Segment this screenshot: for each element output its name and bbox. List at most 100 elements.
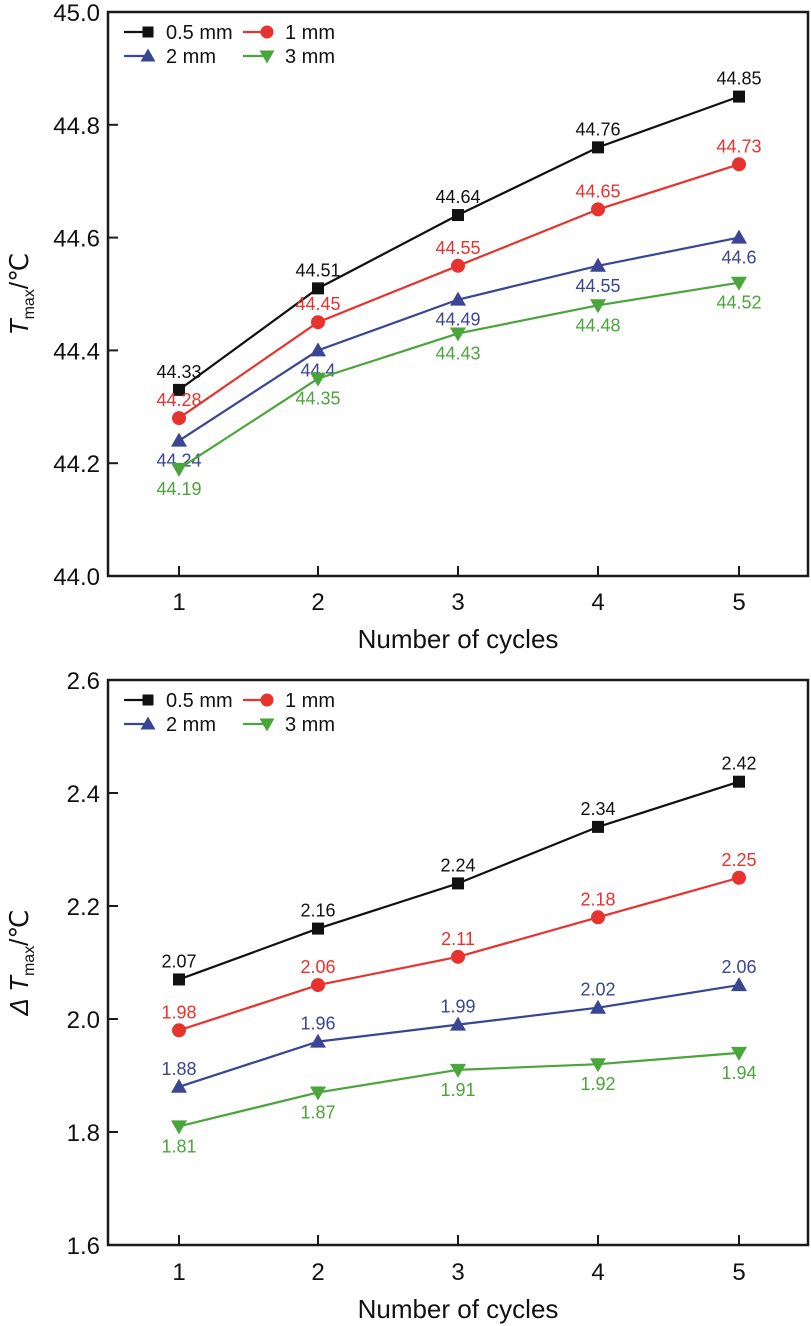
legend-label: 2 mm bbox=[166, 714, 216, 736]
data-point-marker bbox=[452, 209, 464, 222]
y-axis-title-subscript: max bbox=[21, 946, 38, 976]
data-point-marker bbox=[732, 870, 746, 885]
legend-item: 0.5 mm bbox=[124, 22, 233, 44]
legend: 0.5 mm 1 mm 2 mm 3 mm bbox=[124, 22, 335, 68]
x-axis-title: Number of cycles bbox=[358, 624, 559, 654]
data-label: 2.18 bbox=[580, 889, 615, 909]
data-point-marker bbox=[173, 383, 185, 396]
data-point-marker bbox=[731, 229, 747, 244]
data-label: 44.65 bbox=[575, 181, 620, 201]
data-label: 44.51 bbox=[295, 260, 340, 280]
data-label: 1.92 bbox=[580, 1074, 615, 1094]
legend-item: 3 mm bbox=[243, 46, 335, 68]
data-point-marker bbox=[732, 157, 746, 172]
data-label: 2.06 bbox=[721, 957, 756, 977]
legend-item: 1 mm bbox=[243, 22, 335, 44]
legend-label: 0.5 mm bbox=[166, 690, 233, 712]
data-point-marker bbox=[451, 258, 465, 273]
data-point-marker bbox=[731, 1046, 747, 1061]
y-tick-label: 44.4 bbox=[53, 338, 100, 365]
y-axis-title-main: T bbox=[4, 317, 34, 335]
data-label: 2.42 bbox=[721, 754, 756, 774]
y-tick-label: 44.6 bbox=[53, 226, 100, 253]
data-point-marker bbox=[733, 90, 745, 103]
legend-label: 0.5 mm bbox=[166, 22, 233, 44]
data-point-marker bbox=[171, 1120, 187, 1135]
chart-tmax: 44.0 44.2 44.4 44.6 44.8 45.0 1 2 3 4 5 Number of c… bbox=[4, 0, 810, 654]
data-point-marker bbox=[592, 820, 604, 833]
y-axis-title-unit: /℃ bbox=[4, 253, 34, 289]
data-label: 44.43 bbox=[435, 343, 480, 363]
y-axis-title: Δ Tmax/℃ bbox=[4, 909, 38, 1016]
data-label: 1.94 bbox=[721, 1063, 756, 1083]
y-tick-label: 44.2 bbox=[53, 451, 100, 478]
data-label: 44.35 bbox=[295, 389, 340, 409]
data-label: 2.25 bbox=[721, 850, 756, 870]
series-1-mm: 1.98 2.06 2.11 2.18 2.25 bbox=[161, 850, 757, 1038]
y-tick-label: 1.6 bbox=[67, 1233, 100, 1260]
series-0-5-mm: 2.07 2.16 2.24 2.34 2.42 bbox=[161, 754, 757, 986]
data-label: 2.07 bbox=[161, 951, 196, 971]
data-point-marker bbox=[451, 949, 465, 964]
y-tick-label: 2.4 bbox=[67, 781, 100, 808]
data-point-marker bbox=[450, 327, 466, 342]
y-tick-label: 2.0 bbox=[67, 1007, 100, 1034]
x-tick-label: 5 bbox=[732, 1259, 745, 1286]
data-label: 44.24 bbox=[156, 451, 201, 471]
data-point-marker bbox=[172, 411, 186, 426]
data-point-marker bbox=[171, 432, 187, 447]
legend-item: 3 mm bbox=[243, 714, 335, 736]
data-label: 2.34 bbox=[580, 799, 615, 819]
data-label: 44.33 bbox=[156, 362, 201, 382]
legend-marker bbox=[259, 718, 275, 732]
data-label: 2.11 bbox=[441, 929, 475, 949]
x-tick-label: 5 bbox=[732, 589, 745, 616]
x-tick-label: 4 bbox=[591, 589, 604, 616]
y-tick-label: 45.0 bbox=[53, 0, 100, 27]
data-point-marker bbox=[450, 1063, 466, 1078]
data-point-marker bbox=[310, 1086, 326, 1101]
data-point-marker bbox=[731, 977, 747, 992]
data-label: 1.98 bbox=[161, 1002, 196, 1022]
y-tick-label: 1.8 bbox=[67, 1120, 100, 1147]
legend-marker bbox=[259, 50, 275, 64]
x-tick-label: 3 bbox=[451, 1259, 464, 1286]
data-point-marker bbox=[311, 315, 325, 330]
legend-marker bbox=[140, 716, 156, 730]
legend-marker bbox=[142, 26, 154, 38]
data-point-marker bbox=[731, 276, 747, 291]
data-label: 44.85 bbox=[716, 69, 761, 89]
data-label: 1.88 bbox=[161, 1059, 196, 1079]
x-tick-label: 1 bbox=[172, 1259, 185, 1286]
y-axis-title-main: Δ T bbox=[4, 974, 34, 1017]
y-tick-label: 2.6 bbox=[67, 668, 100, 695]
legend-marker bbox=[260, 693, 274, 707]
data-label: 44.6 bbox=[721, 248, 756, 268]
data-point-marker bbox=[311, 978, 325, 993]
legend: 0.5 mm 1 mm 2 mm 3 mm bbox=[124, 690, 335, 736]
x-tick-label: 2 bbox=[311, 1259, 324, 1286]
data-label: 2.06 bbox=[300, 957, 335, 977]
legend-label: 2 mm bbox=[166, 46, 216, 68]
legend-item: 0.5 mm bbox=[124, 690, 233, 712]
x-tick-label: 2 bbox=[311, 589, 324, 616]
data-label: 44.52 bbox=[716, 293, 761, 313]
data-point-marker bbox=[590, 1058, 606, 1073]
series-0-5-mm: 44.33 44.51 44.64 44.76 44.85 bbox=[156, 69, 762, 396]
y-axis-title-unit: /℃ bbox=[4, 909, 34, 945]
data-label: 1.91 bbox=[440, 1080, 475, 1100]
data-label: 1.81 bbox=[161, 1136, 196, 1156]
data-label: 44.73 bbox=[716, 136, 761, 156]
data-label: 44.45 bbox=[295, 294, 340, 314]
data-point-marker bbox=[591, 910, 605, 925]
legend-item: 2 mm bbox=[124, 714, 216, 736]
data-label: 44.55 bbox=[575, 276, 620, 296]
data-point-marker bbox=[312, 922, 324, 935]
legend-marker bbox=[140, 48, 156, 62]
data-point-marker bbox=[452, 877, 464, 890]
data-point-marker bbox=[590, 257, 606, 272]
data-point-marker bbox=[590, 299, 606, 314]
data-label: 44.28 bbox=[156, 390, 201, 410]
